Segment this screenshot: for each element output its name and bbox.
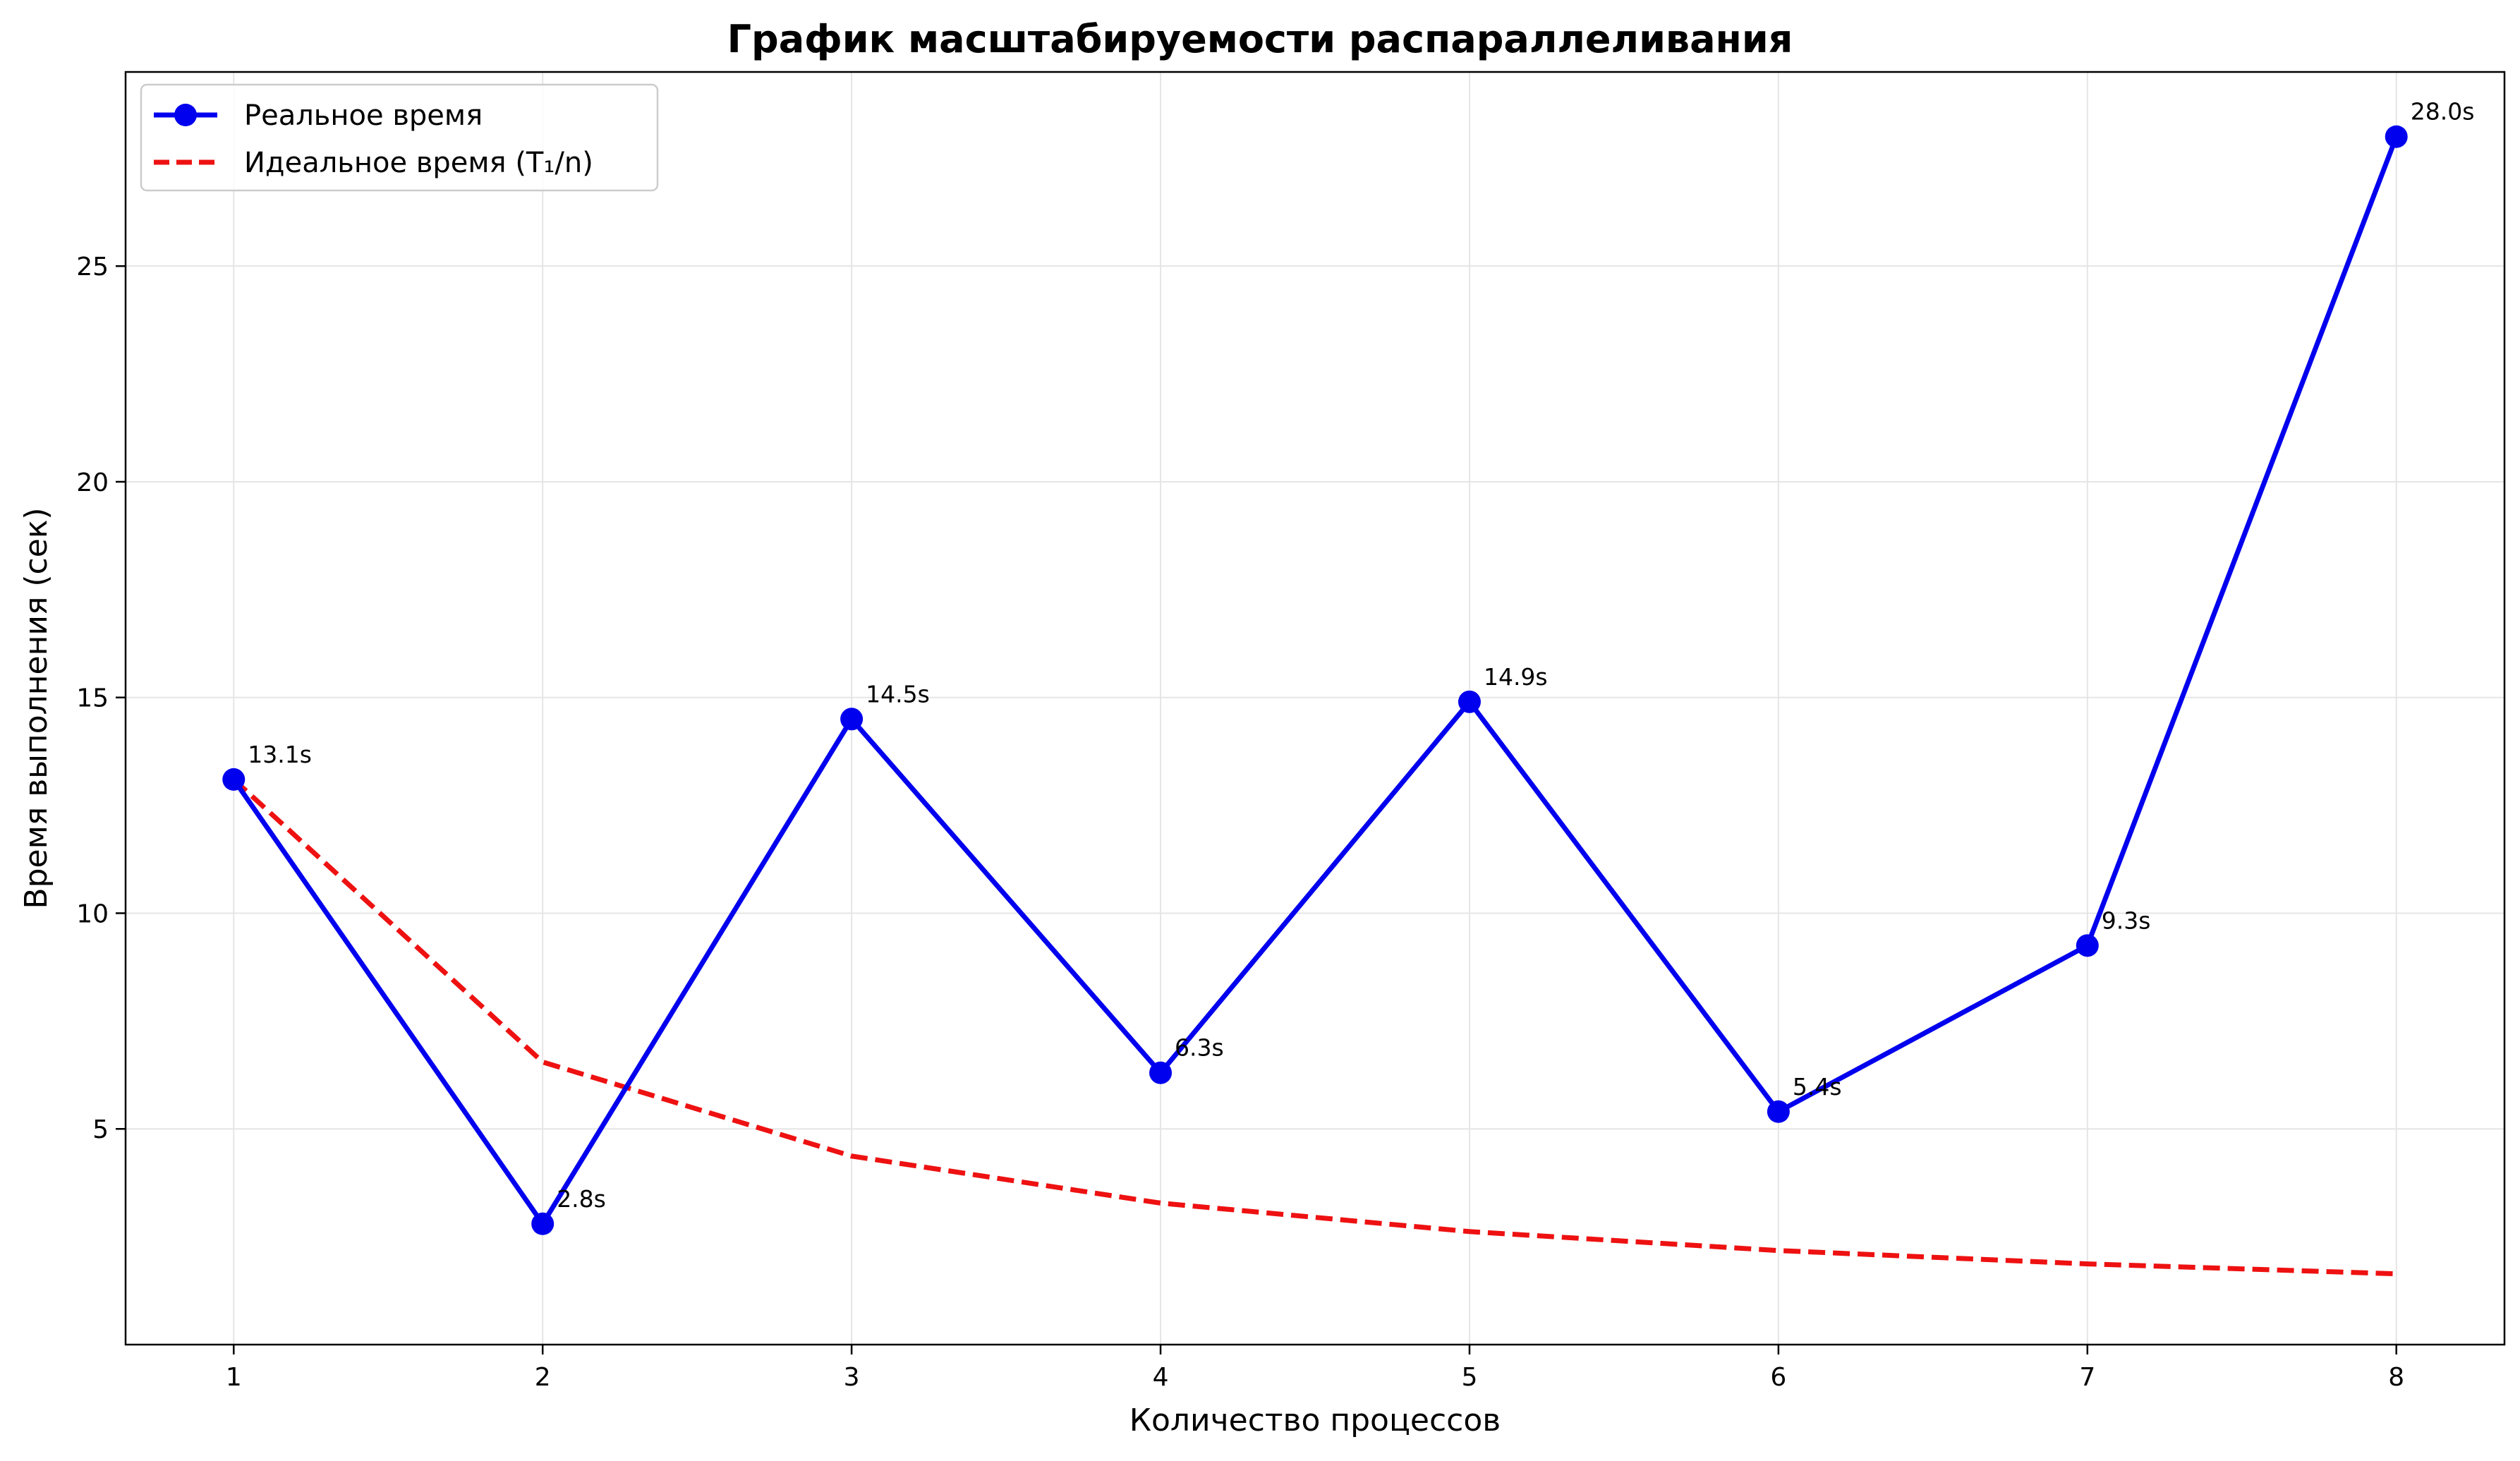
data-point-real-time-8 [2385, 125, 2408, 148]
data-label-real-time-8: 28.0s [2411, 98, 2475, 126]
x-tick-label-2: 3 [844, 1363, 860, 1392]
data-point-real-time-1 [222, 768, 246, 791]
chart-title: График масштабируемости распараллеливани… [727, 17, 1793, 61]
data-label-real-time-5: 14.9s [1484, 663, 1548, 691]
legend-marker-real-time [174, 104, 197, 126]
data-label-real-time-7: 9.3s [2102, 907, 2151, 934]
y-tick-label-3: 20 [76, 468, 109, 497]
series-line-real-time [231, 135, 2399, 1227]
legend-label-real-time: Реальное время [244, 99, 483, 132]
x-tick-label-3: 4 [1153, 1363, 1169, 1392]
legend-frame [140, 83, 659, 192]
data-label-real-time-6: 5.4s [1793, 1073, 1842, 1101]
data-point-real-time-3 [840, 708, 864, 731]
x-tick-label-4: 5 [1462, 1363, 1478, 1392]
y-tick-label-4: 25 [76, 253, 109, 281]
series-layer: 13.1s 2.8s 14.5s 6.3s 14.9s 5.4s 9.3s 28.0s [222, 98, 2475, 1277]
data-label-real-time-2: 2.8s [557, 1185, 606, 1213]
x-tick-label-0: 1 [226, 1363, 242, 1392]
data-label-real-time-1: 13.1s [248, 741, 312, 768]
x-axis-ticks: 1 2 3 4 5 6 7 8 [226, 1345, 2404, 1392]
x-tick-label-1: 2 [535, 1363, 551, 1392]
data-point-real-time-2 [531, 1212, 555, 1235]
data-label-real-time-3: 14.5s [866, 680, 930, 708]
y-axis-label: Время выполнения (сек) [18, 507, 54, 909]
data-point-real-time-4 [1149, 1061, 1173, 1084]
plot-area-frame [124, 71, 2506, 1346]
y-tick-label-2: 15 [76, 684, 109, 713]
series-line-ideal-time [231, 777, 2397, 1277]
y-tick-label-0: 5 [92, 1115, 109, 1144]
y-axis-ticks: 5 10 15 20 25 [76, 253, 126, 1144]
data-label-real-time-4: 6.3s [1175, 1034, 1224, 1062]
data-point-real-time-5 [1458, 690, 1481, 713]
grid-lines [126, 72, 2504, 1345]
data-point-real-time-6 [1767, 1100, 1790, 1123]
x-tick-label-6: 7 [2079, 1363, 2095, 1392]
legend-label-ideal-time: Идеальное время (T₁/n) [244, 147, 593, 179]
legend: Реальное время Идеальное время (T₁/n) [140, 83, 659, 192]
y-tick-label-1: 10 [76, 899, 109, 928]
x-tick-label-5: 6 [1770, 1363, 1786, 1392]
data-point-real-time-7 [2076, 934, 2099, 957]
x-tick-label-7: 8 [2388, 1363, 2404, 1392]
x-axis-label: Количество процессов [1129, 1402, 1501, 1438]
